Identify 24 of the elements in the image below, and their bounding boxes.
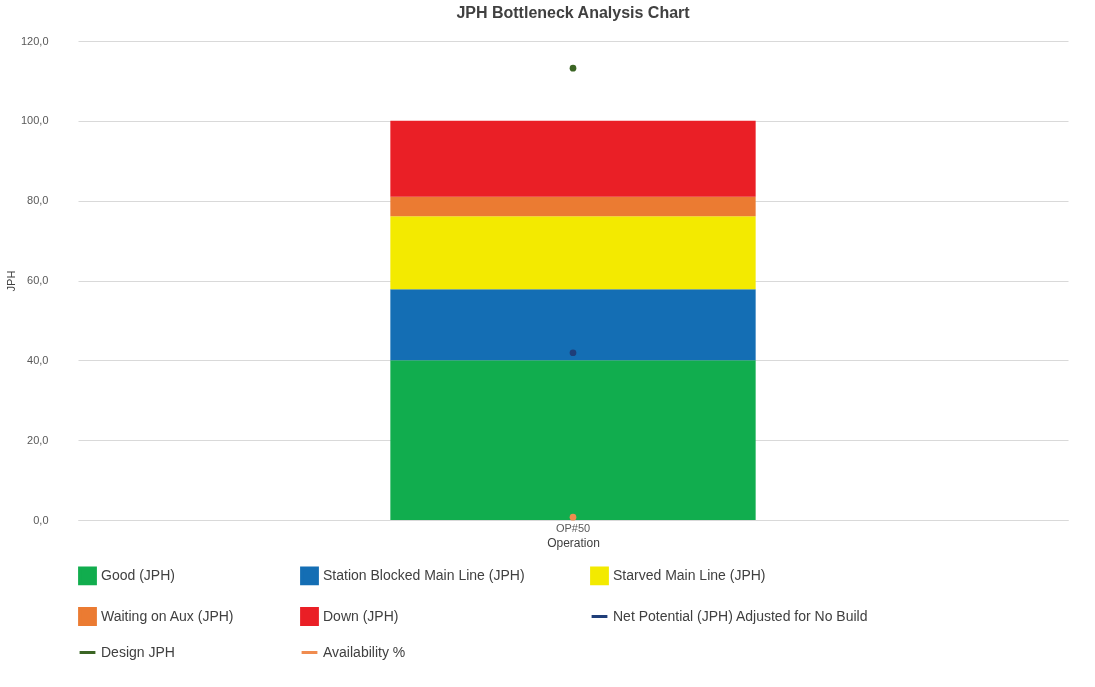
legend-label: Station Blocked Main Line (JPH) bbox=[323, 566, 525, 583]
y-tick-label: 80,0 bbox=[27, 194, 49, 207]
y-tick-label: 40,0 bbox=[27, 353, 49, 366]
legend-label: Availability % bbox=[323, 643, 406, 660]
bar bbox=[390, 360, 756, 520]
legend-label: Design JPH bbox=[101, 643, 175, 660]
x-tick-label: OP#50 bbox=[555, 521, 591, 534]
legend-label: Down (JPH) bbox=[323, 607, 399, 624]
y-tick-label: 20,0 bbox=[27, 433, 49, 446]
bar bbox=[390, 289, 756, 361]
legend-label: Good (JPH) bbox=[101, 566, 175, 583]
chart-title: JPH Bottleneck Analysis Chart bbox=[456, 4, 691, 21]
y-tick-label: 60,0 bbox=[27, 274, 49, 286]
y-tick-label: 100,0 bbox=[20, 114, 49, 127]
bar bbox=[390, 216, 756, 290]
legend-label: Waiting on Aux (JPH) bbox=[101, 607, 234, 624]
bar bbox=[390, 196, 756, 217]
legend-label: Net Potential (JPH) Adjusted for No Build bbox=[613, 607, 868, 624]
legend-label: Starved Main Line (JPH) bbox=[613, 566, 766, 583]
x-axis-title: Operation bbox=[547, 535, 600, 550]
y-tick-label: 0,0 bbox=[33, 513, 49, 526]
y-tick-label: 120,0 bbox=[20, 34, 49, 47]
y-axis-title: JPH bbox=[4, 270, 17, 292]
bar bbox=[390, 120, 756, 197]
